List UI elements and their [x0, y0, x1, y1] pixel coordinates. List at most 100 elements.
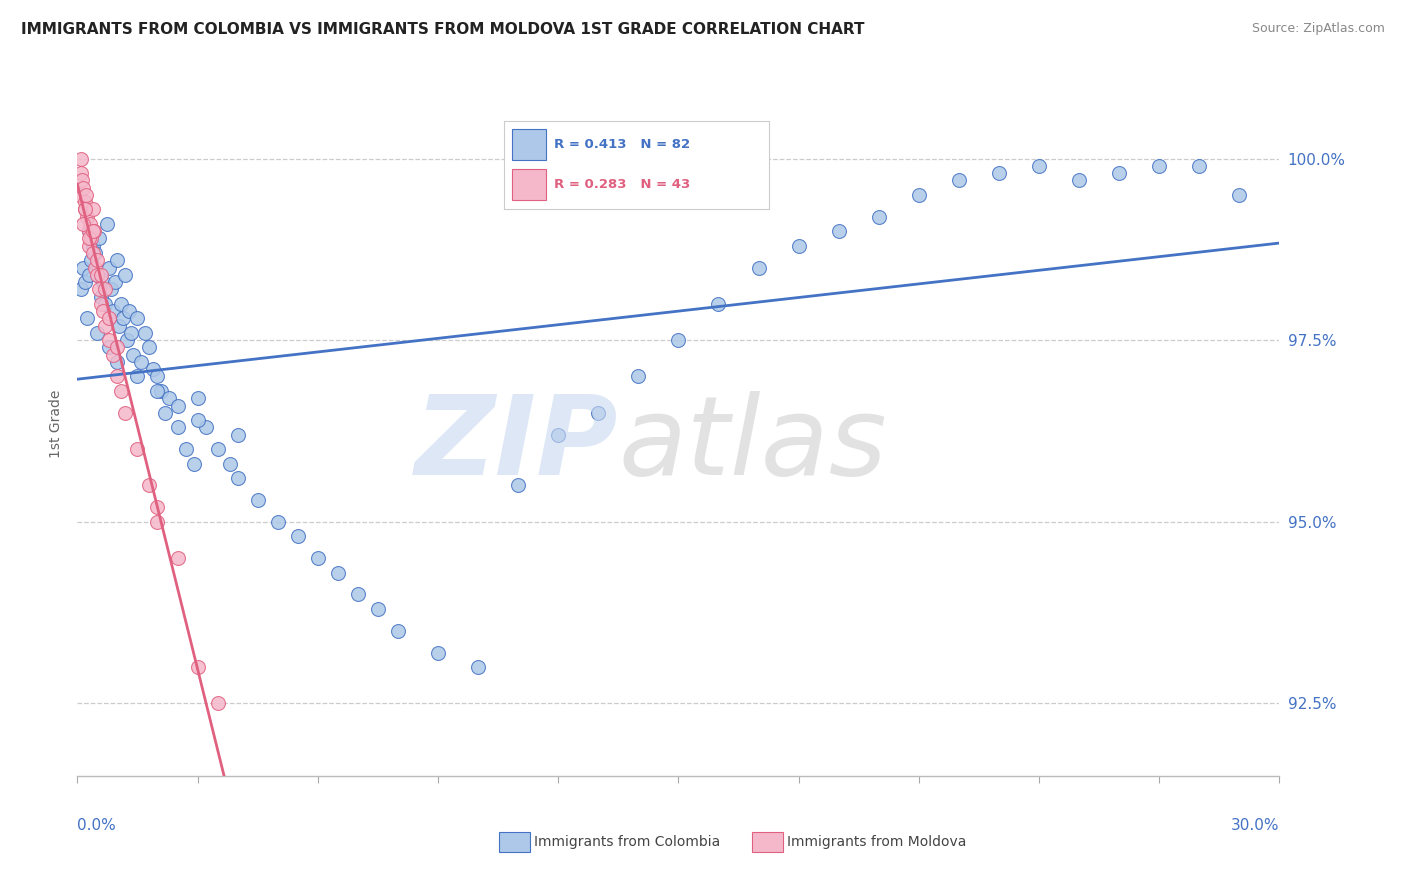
Point: [67, 187, 90, 202]
Point: [868, 210, 890, 224]
Point: [118, 304, 141, 318]
Point: [75, 275, 97, 289]
Point: [138, 340, 160, 354]
Point: [98, 260, 121, 275]
Point: [84, 246, 107, 260]
Point: [127, 311, 149, 326]
Point: [1229, 187, 1251, 202]
Point: [588, 406, 610, 420]
Point: [82, 202, 104, 217]
Text: atlas: atlas: [619, 392, 887, 499]
Point: [707, 297, 730, 311]
Point: [183, 457, 205, 471]
Point: [76, 210, 98, 224]
Point: [427, 646, 450, 660]
Text: IMMIGRANTS FROM COLOMBIA VS IMMIGRANTS FROM MOLDOVA 1ST GRADE CORRELATION CHART: IMMIGRANTS FROM COLOMBIA VS IMMIGRANTS F…: [21, 22, 865, 37]
Point: [287, 529, 309, 543]
Point: [107, 340, 129, 354]
Point: [114, 406, 136, 420]
Point: [70, 152, 93, 166]
Point: [80, 231, 103, 245]
Point: [467, 660, 489, 674]
Point: [142, 362, 165, 376]
Point: [96, 217, 118, 231]
Text: Source: ZipAtlas.com: Source: ZipAtlas.com: [1251, 22, 1385, 36]
Point: [146, 369, 169, 384]
Point: [150, 384, 173, 398]
Point: [166, 399, 188, 413]
Point: [104, 275, 127, 289]
Point: [75, 202, 97, 217]
Point: [103, 304, 125, 318]
Point: [82, 246, 104, 260]
Point: [72, 180, 94, 194]
Point: [948, 173, 970, 187]
Point: [166, 420, 188, 434]
Point: [387, 624, 409, 638]
Point: [131, 355, 153, 369]
Point: [79, 217, 101, 231]
Point: [988, 166, 1011, 180]
Point: [787, 238, 810, 252]
Point: [246, 493, 269, 508]
Point: [138, 478, 160, 492]
Point: [72, 217, 94, 231]
Point: [110, 297, 132, 311]
Point: [107, 355, 129, 369]
Point: [94, 297, 117, 311]
Point: [79, 268, 101, 282]
Point: [194, 420, 217, 434]
Point: [94, 282, 117, 296]
Point: [127, 442, 149, 457]
Point: [98, 340, 121, 354]
Point: [107, 369, 129, 384]
Point: [155, 406, 177, 420]
Point: [146, 515, 169, 529]
Point: [1028, 159, 1050, 173]
Point: [186, 660, 209, 674]
Point: [267, 515, 290, 529]
Point: [98, 333, 121, 347]
Point: [146, 384, 169, 398]
Point: [82, 238, 104, 252]
Point: [89, 231, 111, 245]
Point: [218, 457, 240, 471]
Point: [226, 471, 249, 485]
Point: [76, 311, 98, 326]
Text: Immigrants from Moldova: Immigrants from Moldova: [787, 835, 967, 849]
Point: [1188, 159, 1211, 173]
Point: [748, 260, 770, 275]
Point: [82, 224, 104, 238]
Point: [86, 253, 108, 268]
Point: [77, 224, 100, 238]
Point: [226, 427, 249, 442]
Point: [75, 187, 97, 202]
Point: [73, 195, 96, 210]
Text: 30.0%: 30.0%: [1232, 818, 1279, 833]
Point: [79, 238, 101, 252]
Point: [1149, 159, 1171, 173]
Point: [127, 369, 149, 384]
Point: [122, 348, 145, 362]
Point: [93, 275, 115, 289]
Point: [70, 173, 93, 187]
Point: [326, 566, 349, 580]
Point: [107, 253, 129, 268]
Point: [114, 268, 136, 282]
Point: [207, 697, 229, 711]
Point: [93, 304, 115, 318]
Point: [110, 384, 132, 398]
Point: [90, 289, 112, 303]
Point: [79, 231, 101, 245]
Y-axis label: 1st Grade: 1st Grade: [49, 390, 63, 458]
Point: [84, 260, 107, 275]
Point: [627, 369, 650, 384]
Point: [207, 442, 229, 457]
Point: [69, 166, 91, 180]
Point: [547, 427, 569, 442]
Point: [668, 333, 690, 347]
Point: [90, 297, 112, 311]
Point: [134, 326, 156, 340]
Point: [70, 282, 93, 296]
Point: [98, 311, 121, 326]
